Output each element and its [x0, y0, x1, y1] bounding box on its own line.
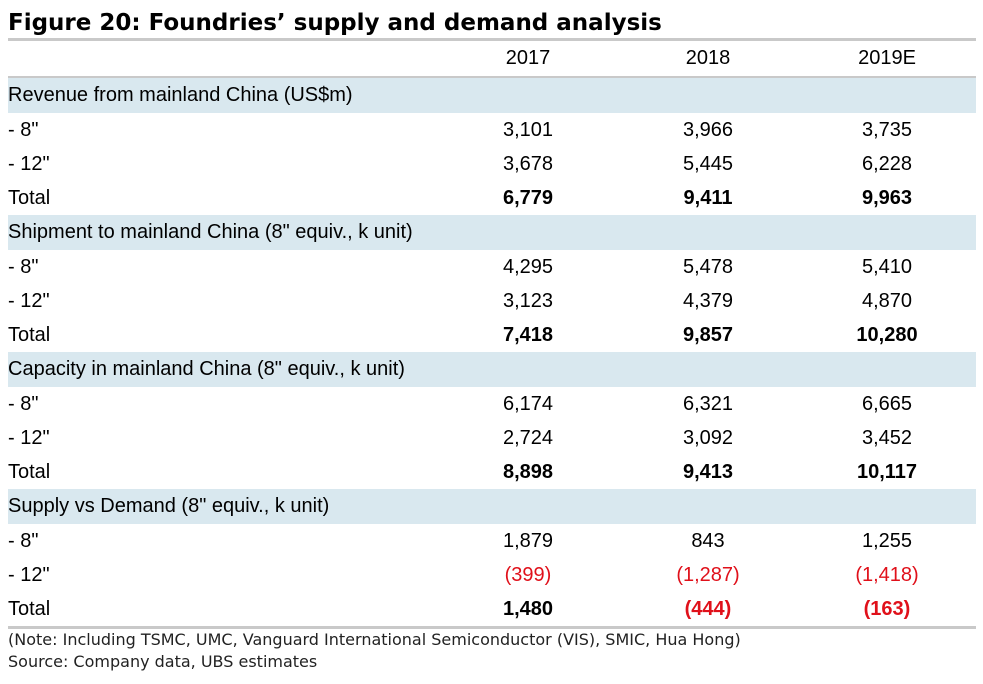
- cell-value: 5,478: [682, 255, 734, 278]
- section-heading: Revenue from mainland China (US$m): [8, 77, 976, 113]
- cell-value: 3,966: [682, 118, 734, 141]
- cell-value: 4,379: [682, 289, 734, 312]
- cell-value: 3,452: [861, 426, 913, 449]
- table-row: - 12" 2,724 3,092 3,452: [8, 421, 976, 455]
- cell-value: 843: [691, 529, 725, 552]
- cell-value: 2,724: [502, 426, 554, 449]
- cell-value: 6,321: [682, 392, 734, 415]
- table-row: Total 1,480 (444) (163): [8, 592, 976, 626]
- cell-value: 6,665: [861, 392, 913, 415]
- figure-title: Figure 20: Foundries’ supply and demand …: [8, 10, 662, 36]
- cell-value: 9,963: [861, 186, 913, 209]
- data-table: 2017 2018 2019E Revenue from mainland Ch…: [8, 41, 976, 626]
- row-label: Total: [8, 460, 51, 483]
- row-label: Total: [8, 186, 51, 209]
- cell-value: 8,898: [502, 460, 554, 483]
- header-row: 2017 2018 2019E: [8, 41, 976, 78]
- figure: Figure 20: Foundries’ supply and demand …: [8, 8, 976, 673]
- row-label: - 8": [8, 529, 39, 552]
- row-label: - 8": [8, 392, 39, 415]
- table-row: Total 6,779 9,411 9,963: [8, 181, 976, 215]
- section-heading: Capacity in mainland China (8" equiv., k…: [8, 352, 976, 387]
- cell-value: (163): [863, 597, 911, 620]
- cell-value: 1,255: [861, 529, 913, 552]
- cell-value: 4,295: [502, 255, 554, 278]
- row-label: Total: [8, 323, 51, 346]
- table-row: - 12" 3,123 4,379 4,870: [8, 284, 976, 318]
- cell-value: 3,101: [502, 118, 554, 141]
- cell-value: 9,413: [682, 460, 734, 483]
- cell-value: (1,418): [855, 563, 919, 586]
- row-label: - 8": [8, 118, 39, 141]
- section-header-row: Shipment to mainland China (8" equiv., k…: [8, 215, 976, 250]
- section-heading: Supply vs Demand (8" equiv., k unit): [8, 489, 976, 524]
- source-text: Source: Company data, UBS estimates: [8, 652, 318, 671]
- note-text: (Note: Including TSMC, UMC, Vanguard Int…: [8, 630, 741, 649]
- cell-value: (1,287): [676, 563, 740, 586]
- header-blank: [8, 41, 438, 78]
- cell-value: (399): [504, 563, 552, 586]
- cell-value: 3,678: [502, 152, 554, 175]
- section-header-row: Revenue from mainland China (US$m): [8, 77, 976, 113]
- cell-value: 6,779: [502, 186, 554, 209]
- bottom-rule: [8, 626, 976, 629]
- cell-value: 7,418: [502, 323, 554, 346]
- cell-value: 3,123: [502, 289, 554, 312]
- cell-value: 10,117: [856, 460, 918, 483]
- row-label: - 8": [8, 255, 39, 278]
- table-row: - 8" 4,295 5,478 5,410: [8, 250, 976, 284]
- top-rule: [8, 38, 976, 41]
- cell-value: 3,735: [861, 118, 913, 141]
- cell-value: 1,480: [502, 597, 554, 620]
- table-row: - 12" (399) (1,287) (1,418): [8, 558, 976, 592]
- section-heading: Shipment to mainland China (8" equiv., k…: [8, 215, 976, 250]
- section-header-row: Capacity in mainland China (8" equiv., k…: [8, 352, 976, 387]
- table-row: Total 7,418 9,857 10,280: [8, 318, 976, 352]
- cell-value: 4,870: [861, 289, 913, 312]
- cell-value: 10,280: [856, 323, 918, 346]
- cell-value: 6,174: [502, 392, 554, 415]
- table-row: - 8" 3,101 3,966 3,735: [8, 113, 976, 147]
- cell-value: 5,410: [861, 255, 913, 278]
- cell-value: 6,228: [861, 152, 913, 175]
- cell-value: 9,411: [683, 186, 733, 209]
- table-row: - 8" 1,879 843 1,255: [8, 524, 976, 558]
- cell-value: 5,445: [682, 152, 734, 175]
- cell-value: 1,879: [502, 529, 554, 552]
- row-label: - 12": [8, 289, 50, 312]
- column-header-2019e: 2019E: [798, 41, 976, 78]
- row-label: - 12": [8, 152, 50, 175]
- table-row: Total 8,898 9,413 10,117: [8, 455, 976, 489]
- column-header-2018: 2018: [618, 41, 798, 78]
- cell-value: 9,857: [682, 323, 734, 346]
- column-header-2017: 2017: [438, 41, 618, 78]
- row-label: Total: [8, 597, 51, 620]
- section-header-row: Supply vs Demand (8" equiv., k unit): [8, 489, 976, 524]
- row-label: - 12": [8, 563, 50, 586]
- cell-value: 3,092: [682, 426, 734, 449]
- row-label: - 12": [8, 426, 50, 449]
- table-row: - 12" 3,678 5,445 6,228: [8, 147, 976, 181]
- table-row: - 8" 6,174 6,321 6,665: [8, 387, 976, 421]
- cell-value: (444): [684, 597, 732, 620]
